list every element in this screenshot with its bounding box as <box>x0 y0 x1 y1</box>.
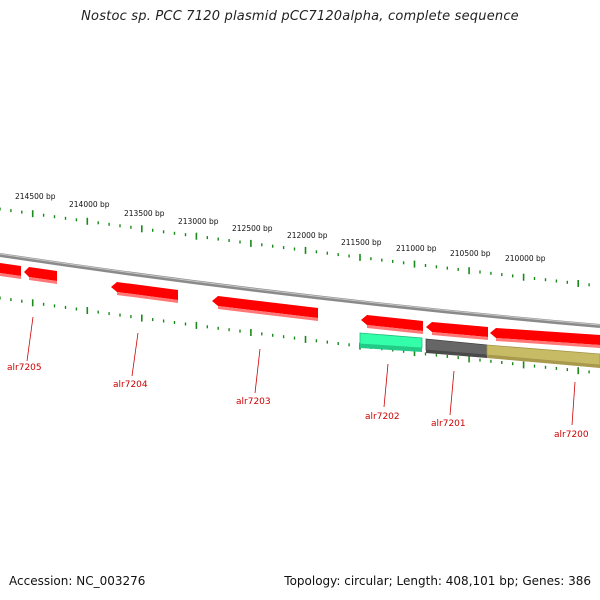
gene-label-leader <box>449 370 455 416</box>
gene-arrow-shade <box>117 292 178 303</box>
bp-label: 212000 bp <box>287 231 328 240</box>
bp-label: 210500 bp <box>450 249 491 258</box>
gene-track <box>0 263 600 348</box>
bp-label: 211000 bp <box>396 244 437 253</box>
feature-track <box>359 332 600 368</box>
feature-cyan-shade <box>360 344 422 352</box>
gene-label[interactable]: alr7200 <box>554 430 589 440</box>
gene-arrow[interactable] <box>426 322 488 337</box>
feature-gray-shade <box>426 350 487 358</box>
bp-label: 213000 bp <box>178 217 219 226</box>
gene-label-leader <box>571 381 576 426</box>
backbone-highlight <box>0 253 600 326</box>
bp-label: 210000 bp <box>505 254 546 263</box>
gene-label-leader <box>383 363 389 408</box>
inner-scale-ticks <box>0 296 590 375</box>
gene-label-leader <box>131 332 139 377</box>
feature-olive[interactable] <box>486 344 600 366</box>
gene-arrow[interactable] <box>361 315 423 331</box>
bp-label: 214000 bp <box>69 200 110 209</box>
topology-text: Topology: circular; Length: 408,101 bp; … <box>284 574 591 588</box>
gene-label[interactable]: alr7203 <box>236 397 271 407</box>
gene-label[interactable]: alr7204 <box>113 380 148 390</box>
gene-label[interactable]: alr7202 <box>365 412 400 422</box>
bp-label: 212500 bp <box>232 224 273 233</box>
bp-label: 214500 bp <box>15 192 56 201</box>
gene-arrow-shade <box>29 277 57 284</box>
gene-label[interactable]: alr7205 <box>7 363 42 373</box>
gene-arrow-shade <box>496 338 600 348</box>
gene-labels: alr7205 alr7204 alr7203 alr7202 alr7201 … <box>7 316 589 440</box>
gene-arrow-shade <box>432 332 488 340</box>
bp-labels: 214500 bp 214000 bp 213500 bp 213000 bp … <box>15 192 546 263</box>
plasmid-backbone <box>0 253 600 328</box>
gene-arrow[interactable] <box>212 296 318 318</box>
gene-arrow-shade <box>367 325 423 334</box>
gene-label-leader <box>254 348 261 394</box>
gene-label-leader <box>26 316 34 362</box>
bp-label: 211500 bp <box>341 238 382 247</box>
gene-arrow[interactable] <box>0 263 21 276</box>
outer-scale-ticks <box>0 207 590 287</box>
feature-olive-shade <box>487 355 600 368</box>
gene-arrow-shade <box>218 306 318 321</box>
map-title: Nostoc sp. PCC 7120 plasmid pCC7120alpha… <box>81 9 519 24</box>
gene-arrow[interactable] <box>24 267 57 281</box>
bp-label: 213500 bp <box>124 209 165 218</box>
gene-arrow[interactable] <box>490 328 600 345</box>
accession-text: Accession: NC_003276 <box>9 574 146 588</box>
gene-arrow-shade <box>0 273 21 279</box>
gene-arrow[interactable] <box>111 282 178 300</box>
gene-label[interactable]: alr7201 <box>431 419 466 429</box>
